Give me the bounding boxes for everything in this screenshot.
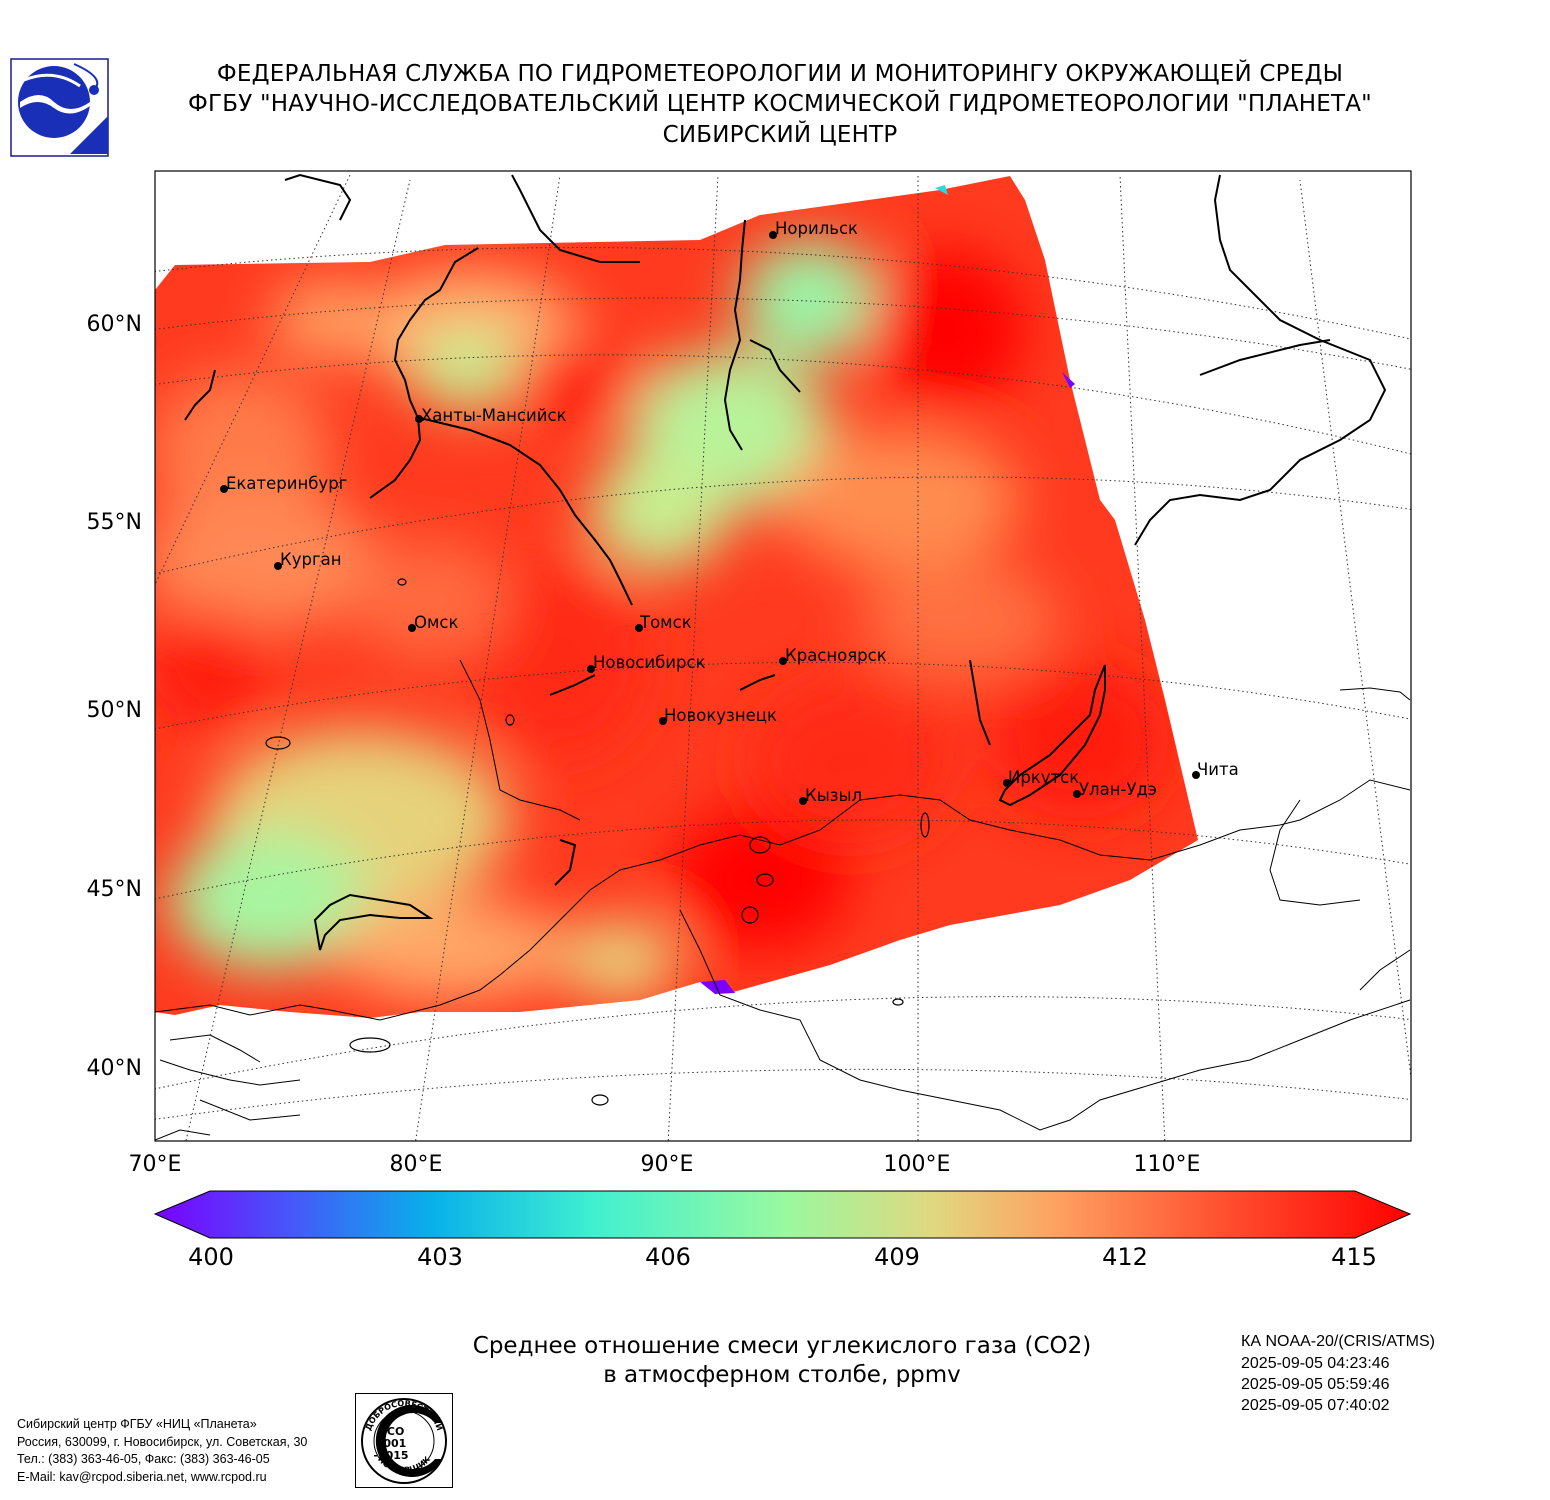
lat-label-50: 50°N — [86, 698, 142, 723]
city-novokuznetsk: Новокузнецк — [659, 706, 777, 725]
iso-badge-icon: ДОБРОСОВЕСТНЫЙ ПОСТАВЩИК ИСО 9001 -2015 — [355, 1393, 453, 1488]
header-line-3: СИБИРСКИЙ ЦЕНТР — [662, 122, 898, 148]
org-line: Тел.: (383) 363-46-05, Факс: (383) 363-4… — [17, 1452, 270, 1466]
colorbar — [153, 1190, 1412, 1239]
product-title-line-2: в атмосферном столбе, ppmv — [603, 1362, 961, 1388]
org-line: E-Mail: kav@rcpod.siberia.net, www.rcpod… — [17, 1470, 267, 1484]
graticule — [155, 174, 1411, 1141]
city-khanty-mansiysk: Ханты-Мансийск — [415, 406, 567, 425]
header-line-2: ФГБУ "НАУЧНО-ИССЛЕДОВАТЕЛЬСКИЙ ЦЕНТР КОС… — [188, 91, 1372, 117]
svg-text:Ханты-Мансийск: Ханты-Мансийск — [421, 406, 567, 425]
city-norilsk: Норильск — [769, 219, 858, 239]
colorbar-tick: 403 — [417, 1243, 463, 1271]
colorbar-tick: 406 — [645, 1243, 691, 1271]
svg-text:Екатеринбург: Екатеринбург — [226, 474, 347, 493]
svg-text:Новокузнецк: Новокузнецк — [664, 706, 777, 725]
rivers — [184, 173, 1387, 951]
lon-label-70: 70°E — [128, 1152, 182, 1177]
city-krasnoyarsk: Красноярск — [779, 646, 887, 665]
org-line: Сибирский центр ФГБУ «НИЦ «Планета» — [17, 1417, 257, 1431]
city-omsk: Омск — [408, 613, 459, 632]
svg-text:9001: 9001 — [376, 1437, 407, 1450]
borders — [155, 659, 1411, 1141]
product-title-line-1: Среднее отношение смеси углекислого газа… — [472, 1333, 1092, 1359]
svg-text:Новосибирск: Новосибирск — [593, 653, 706, 672]
svg-text:Омск: Омск — [414, 613, 459, 632]
city-irkutsk: Иркутск — [1003, 768, 1079, 787]
colorbar-tick: 415 — [1331, 1243, 1377, 1271]
svg-text:Чита: Чита — [1197, 760, 1239, 779]
satellite-time: 2025-09-05 07:40:02 — [1241, 1397, 1390, 1414]
org-line: Россия, 630099, г. Новосибирск, ул. Сове… — [17, 1435, 308, 1449]
colorbar-tick: 409 — [874, 1243, 920, 1271]
svg-text:Кызыл: Кызыл — [805, 786, 862, 805]
svg-text:-2015: -2015 — [373, 1449, 408, 1462]
city-kurgan: Курган — [274, 550, 342, 570]
lat-label-40: 40°N — [86, 1056, 142, 1081]
svg-text:Красноярск: Красноярск — [785, 646, 887, 665]
lon-label-80: 80°E — [389, 1152, 443, 1177]
lat-label-55: 55°N — [86, 510, 142, 535]
satellite-time: 2025-09-05 05:59:46 — [1241, 1376, 1390, 1393]
city-ekaterinburg: Екатеринбург — [220, 474, 347, 493]
svg-text:Улан-Удэ: Улан-Удэ — [1079, 780, 1157, 799]
lon-label-110: 110°E — [1133, 1152, 1201, 1177]
co2-swath — [155, 176, 1198, 1018]
city-novosibirsk: Новосибирск — [587, 653, 706, 673]
map-frame — [154, 170, 1412, 1142]
lakes — [265, 578, 930, 1106]
roshydromet-logo-icon — [10, 58, 109, 157]
city-tomsk: Томск — [635, 613, 692, 632]
lon-label-100: 100°E — [883, 1152, 951, 1177]
header-line-1: ФЕДЕРАЛЬНАЯ СЛУЖБА ПО ГИДРОМЕТЕОРОЛОГИИ … — [216, 61, 1344, 87]
lat-label-45: 45°N — [86, 877, 142, 902]
svg-text:Томск: Томск — [639, 613, 692, 632]
svg-text:Иркутск: Иркутск — [1008, 768, 1079, 787]
svg-text:Норильск: Норильск — [775, 219, 858, 238]
city-markers: Норильск Ханты-Мансийск Екатеринбург Кур… — [220, 219, 1239, 805]
satellite-name: КА NOAA-20/(CRIS/ATMS) — [1241, 1333, 1435, 1350]
colorbar-tick: 412 — [1102, 1243, 1148, 1271]
city-kyzyl: Кызыл — [799, 786, 862, 805]
city-chita: Чита — [1192, 760, 1239, 779]
satellite-time: 2025-09-05 04:23:46 — [1241, 1355, 1390, 1372]
lat-label-60: 60°N — [86, 312, 142, 337]
colorbar-tick: 400 — [188, 1243, 234, 1271]
lon-label-90: 90°E — [640, 1152, 694, 1177]
svg-text:Курган: Курган — [280, 550, 342, 569]
svg-text:ИСО: ИСО — [378, 1425, 405, 1438]
city-ulan-ude: Улан-Удэ — [1073, 780, 1157, 799]
